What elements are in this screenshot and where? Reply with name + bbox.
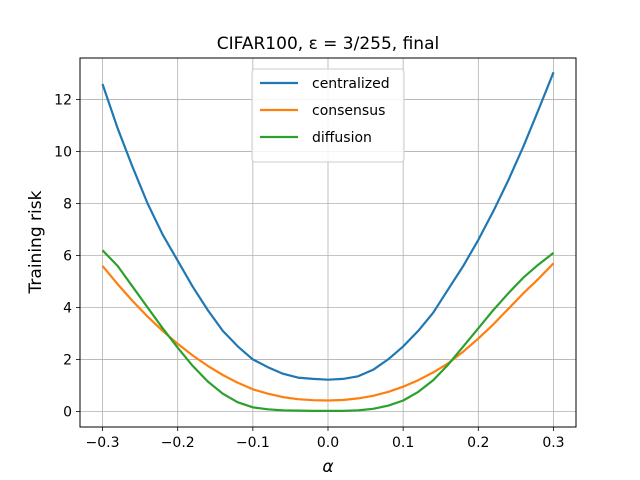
legend-label-consensus: consensus (312, 103, 385, 119)
y-tick-label: 12 (54, 93, 72, 109)
y-tick-label: 0 (63, 404, 72, 420)
y-tick-label: 8 (63, 197, 72, 213)
legend-label-centralized: centralized (312, 76, 390, 92)
y-tick-label: 2 (63, 352, 72, 368)
series-lines (101, 71, 555, 412)
legend: centralized consensus diffusion (251, 68, 405, 163)
x-tick-label: 0.1 (392, 435, 414, 451)
x-tick-label: 0.3 (542, 435, 564, 451)
axis-ticks: −0.3 −0.2 −0.1 0.0 0.1 0.2 0.3 0 2 4 6 8 10 12 (54, 93, 564, 451)
x-tick-label: −0.1 (236, 435, 270, 451)
x-tick-label: −0.2 (161, 435, 195, 451)
legend-label-diffusion: diffusion (312, 130, 372, 146)
series-line-diffusion (101, 249, 555, 412)
legend-box (251, 68, 405, 163)
series-line-centralized (101, 71, 555, 381)
x-axis-label: α (322, 457, 333, 477)
x-tick-label: −0.3 (86, 435, 120, 451)
y-tick-label: 4 (63, 300, 72, 316)
x-tick-label: 0.2 (467, 435, 489, 451)
x-tick-label: 0.0 (317, 435, 339, 451)
chart-title: CIFAR100, ε = 3/255, final (217, 34, 439, 54)
y-tick-label: 10 (54, 145, 72, 161)
series-line-consensus (101, 262, 555, 402)
y-tick-label: 6 (63, 248, 72, 264)
y-axis-label: Training risk (26, 190, 46, 294)
